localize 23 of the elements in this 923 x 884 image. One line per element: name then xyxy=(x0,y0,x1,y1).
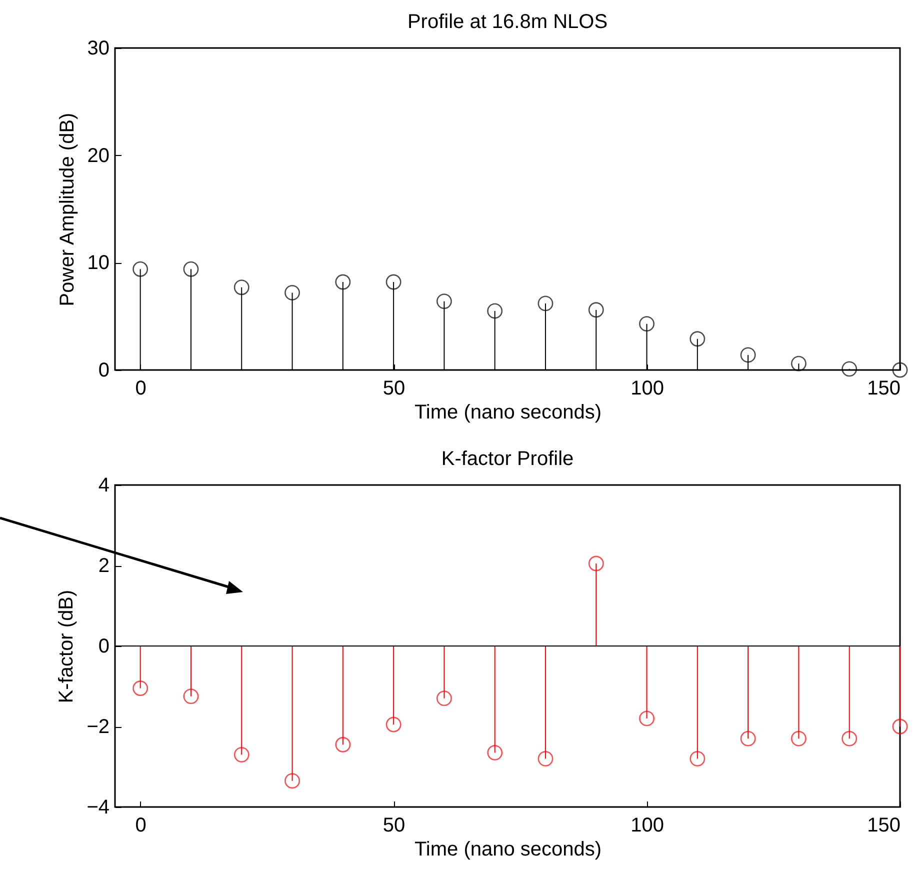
chart-title: Profile at 16.8m NLOS xyxy=(407,11,608,33)
y-tick-label: 20 xyxy=(87,144,110,167)
x-tick-label: 0 xyxy=(135,378,146,400)
x-tick-label: 50 xyxy=(382,814,406,836)
x-tick-label: 100 xyxy=(630,378,664,400)
x-axis-title: Time (nano seconds) xyxy=(414,402,602,424)
y-axis-title: Power Amplitude (dB) xyxy=(56,112,78,306)
y-tick-label: 4 xyxy=(98,474,110,496)
y-axis-title: K-factor (dB) xyxy=(56,590,78,704)
x-tick-label: 0 xyxy=(135,814,146,836)
x-tick-label: 150 xyxy=(867,814,900,836)
x-tick-label: 100 xyxy=(630,814,664,836)
y-tick-label: 2 xyxy=(98,555,110,577)
chart-title: K-factor Profile xyxy=(441,448,574,470)
y-tick-label: −2 xyxy=(86,716,110,738)
x-tick-label: 50 xyxy=(382,378,406,400)
y-tick-label: 10 xyxy=(87,252,110,274)
y-tick-label: 30 xyxy=(87,38,110,60)
x-axis-title: Time (nano seconds) xyxy=(414,838,602,860)
y-tick-label: 0 xyxy=(98,360,110,382)
y-tick-label: 0 xyxy=(98,636,110,658)
y-tick-label: −4 xyxy=(86,796,110,818)
x-tick-label: 150 xyxy=(867,378,900,400)
